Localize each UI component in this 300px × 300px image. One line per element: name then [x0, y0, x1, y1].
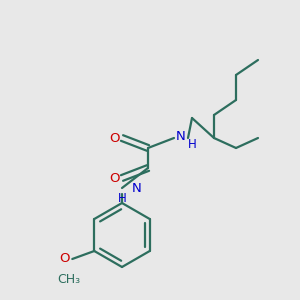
- Text: H: H: [118, 192, 126, 205]
- Text: H: H: [188, 137, 197, 151]
- Text: O: O: [110, 172, 120, 184]
- Text: CH₃: CH₃: [58, 273, 81, 286]
- Text: N: N: [176, 130, 186, 142]
- Text: O: O: [110, 131, 120, 145]
- Text: N: N: [132, 182, 142, 194]
- Text: O: O: [59, 253, 69, 266]
